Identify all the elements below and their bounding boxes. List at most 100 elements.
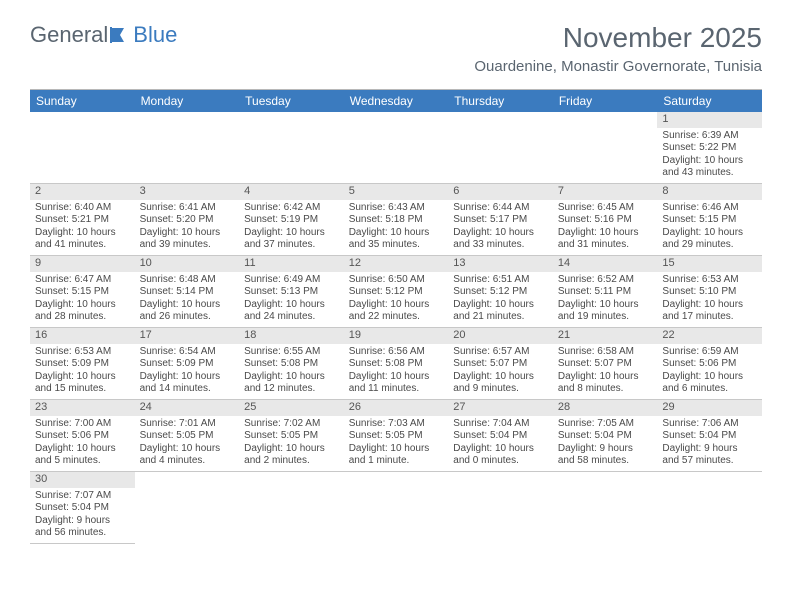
calendar-cell: 9Sunrise: 6:47 AMSunset: 5:15 PMDaylight… — [30, 256, 135, 328]
daylight-text-2: and 14 minutes. — [140, 383, 235, 396]
logo-flag-icon — [110, 26, 132, 44]
day-number: 11 — [239, 256, 344, 272]
day-number: 16 — [30, 328, 135, 344]
daylight-text-1: Daylight: 10 hours — [453, 371, 548, 384]
calendar-cell: 25Sunrise: 7:02 AMSunset: 5:05 PMDayligh… — [239, 400, 344, 472]
day-number: 5 — [344, 184, 449, 200]
day-content: Sunrise: 6:53 AMSunset: 5:09 PMDaylight:… — [30, 344, 135, 399]
daylight-text-2: and 24 minutes. — [244, 311, 339, 324]
sunset-text: Sunset: 5:22 PM — [662, 142, 757, 155]
sunrise-text: Sunrise: 6:51 AM — [453, 274, 548, 287]
daylight-text-2: and 43 minutes. — [662, 167, 757, 180]
sunset-text: Sunset: 5:19 PM — [244, 214, 339, 227]
calendar-cell: 16Sunrise: 6:53 AMSunset: 5:09 PMDayligh… — [30, 328, 135, 400]
day-content: Sunrise: 7:04 AMSunset: 5:04 PMDaylight:… — [448, 416, 553, 471]
weekday-sun: Sunday — [30, 90, 135, 112]
calendar-cell — [448, 472, 553, 544]
calendar-cell: 6Sunrise: 6:44 AMSunset: 5:17 PMDaylight… — [448, 184, 553, 256]
day-content: Sunrise: 6:55 AMSunset: 5:08 PMDaylight:… — [239, 344, 344, 399]
sunrise-text: Sunrise: 6:46 AM — [662, 202, 757, 215]
sunrise-text: Sunrise: 6:40 AM — [35, 202, 130, 215]
daylight-text-1: Daylight: 10 hours — [35, 371, 130, 384]
calendar-cell: 1Sunrise: 6:39 AMSunset: 5:22 PMDaylight… — [657, 112, 762, 184]
location: Ouardenine, Monastir Governorate, Tunisi… — [474, 58, 762, 75]
day-content: Sunrise: 6:48 AMSunset: 5:14 PMDaylight:… — [135, 272, 240, 327]
calendar-cell: 15Sunrise: 6:53 AMSunset: 5:10 PMDayligh… — [657, 256, 762, 328]
sunrise-text: Sunrise: 7:06 AM — [662, 418, 757, 431]
sunset-text: Sunset: 5:12 PM — [349, 286, 444, 299]
day-content: Sunrise: 6:45 AMSunset: 5:16 PMDaylight:… — [553, 200, 658, 255]
daylight-text-1: Daylight: 10 hours — [140, 299, 235, 312]
daylight-text-1: Daylight: 10 hours — [453, 443, 548, 456]
day-number: 6 — [448, 184, 553, 200]
daylight-text-2: and 37 minutes. — [244, 239, 339, 252]
daylight-text-2: and 9 minutes. — [453, 383, 548, 396]
day-content: Sunrise: 6:51 AMSunset: 5:12 PMDaylight:… — [448, 272, 553, 327]
daylight-text-1: Daylight: 10 hours — [35, 299, 130, 312]
sunset-text: Sunset: 5:14 PM — [140, 286, 235, 299]
daylight-text-2: and 35 minutes. — [349, 239, 444, 252]
daylight-text-2: and 15 minutes. — [35, 383, 130, 396]
calendar-cell — [344, 472, 449, 544]
calendar-cell: 23Sunrise: 7:00 AMSunset: 5:06 PMDayligh… — [30, 400, 135, 472]
calendar: Sunday Monday Tuesday Wednesday Thursday… — [30, 89, 762, 544]
sunset-text: Sunset: 5:07 PM — [453, 358, 548, 371]
day-content: Sunrise: 7:01 AMSunset: 5:05 PMDaylight:… — [135, 416, 240, 471]
daylight-text-2: and 1 minute. — [349, 455, 444, 468]
day-content: Sunrise: 6:47 AMSunset: 5:15 PMDaylight:… — [30, 272, 135, 327]
weekday-wed: Wednesday — [344, 90, 449, 112]
sunrise-text: Sunrise: 6:56 AM — [349, 346, 444, 359]
day-content: Sunrise: 6:52 AMSunset: 5:11 PMDaylight:… — [553, 272, 658, 327]
sunset-text: Sunset: 5:08 PM — [244, 358, 339, 371]
calendar-cell: 3Sunrise: 6:41 AMSunset: 5:20 PMDaylight… — [135, 184, 240, 256]
sunset-text: Sunset: 5:05 PM — [140, 430, 235, 443]
calendar-cell — [657, 472, 762, 544]
day-number: 12 — [344, 256, 449, 272]
day-number: 1 — [657, 112, 762, 128]
sunrise-text: Sunrise: 7:04 AM — [453, 418, 548, 431]
calendar-cell — [553, 472, 658, 544]
daylight-text-1: Daylight: 10 hours — [558, 299, 653, 312]
calendar-cell: 8Sunrise: 6:46 AMSunset: 5:15 PMDaylight… — [657, 184, 762, 256]
sunset-text: Sunset: 5:07 PM — [558, 358, 653, 371]
calendar-cell: 5Sunrise: 6:43 AMSunset: 5:18 PMDaylight… — [344, 184, 449, 256]
daylight-text-2: and 4 minutes. — [140, 455, 235, 468]
daylight-text-1: Daylight: 10 hours — [244, 443, 339, 456]
calendar-cell — [344, 112, 449, 184]
sunrise-text: Sunrise: 7:07 AM — [35, 490, 130, 503]
calendar-cell: 27Sunrise: 7:04 AMSunset: 5:04 PMDayligh… — [448, 400, 553, 472]
daylight-text-1: Daylight: 10 hours — [35, 227, 130, 240]
daylight-text-2: and 22 minutes. — [349, 311, 444, 324]
sunset-text: Sunset: 5:09 PM — [35, 358, 130, 371]
daylight-text-2: and 5 minutes. — [35, 455, 130, 468]
sunset-text: Sunset: 5:12 PM — [453, 286, 548, 299]
day-content: Sunrise: 7:07 AMSunset: 5:04 PMDaylight:… — [30, 488, 135, 543]
sunset-text: Sunset: 5:20 PM — [140, 214, 235, 227]
day-content: Sunrise: 6:39 AMSunset: 5:22 PMDaylight:… — [657, 128, 762, 183]
daylight-text-2: and 12 minutes. — [244, 383, 339, 396]
calendar-cell: 19Sunrise: 6:56 AMSunset: 5:08 PMDayligh… — [344, 328, 449, 400]
daylight-text-1: Daylight: 10 hours — [349, 299, 444, 312]
daylight-text-1: Daylight: 10 hours — [140, 371, 235, 384]
calendar-cell: 12Sunrise: 6:50 AMSunset: 5:12 PMDayligh… — [344, 256, 449, 328]
day-number: 15 — [657, 256, 762, 272]
day-number: 22 — [657, 328, 762, 344]
daylight-text-1: Daylight: 10 hours — [244, 371, 339, 384]
daylight-text-2: and 56 minutes. — [35, 527, 130, 540]
sunrise-text: Sunrise: 7:03 AM — [349, 418, 444, 431]
day-content: Sunrise: 7:05 AMSunset: 5:04 PMDaylight:… — [553, 416, 658, 471]
day-number: 26 — [344, 400, 449, 416]
day-content: Sunrise: 6:50 AMSunset: 5:12 PMDaylight:… — [344, 272, 449, 327]
day-content: Sunrise: 7:02 AMSunset: 5:05 PMDaylight:… — [239, 416, 344, 471]
weekday-tue: Tuesday — [239, 90, 344, 112]
day-number: 18 — [239, 328, 344, 344]
daylight-text-2: and 29 minutes. — [662, 239, 757, 252]
day-number: 17 — [135, 328, 240, 344]
day-content: Sunrise: 6:43 AMSunset: 5:18 PMDaylight:… — [344, 200, 449, 255]
sunset-text: Sunset: 5:16 PM — [558, 214, 653, 227]
daylight-text-1: Daylight: 10 hours — [662, 155, 757, 168]
calendar-cell: 7Sunrise: 6:45 AMSunset: 5:16 PMDaylight… — [553, 184, 658, 256]
sunrise-text: Sunrise: 6:41 AM — [140, 202, 235, 215]
sunrise-text: Sunrise: 6:44 AM — [453, 202, 548, 215]
sunset-text: Sunset: 5:04 PM — [662, 430, 757, 443]
